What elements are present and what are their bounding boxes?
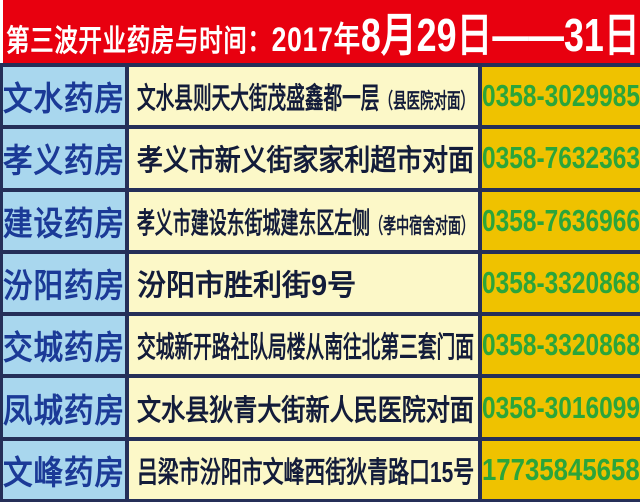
pharmacy-phone: 0358-3029985 — [482, 78, 640, 114]
pharmacy-phone: 0358-7636966 — [482, 202, 640, 238]
pharmacy-name-cell: 孝义药房 — [3, 129, 125, 188]
pharmacy-phone-cell: 0358-3320868 — [482, 316, 640, 375]
address-main: 交城新开路社队局楼从南往北第三套门面 — [137, 332, 475, 365]
pharmacy-phone: 0358-3016099 — [482, 389, 640, 425]
address-main: 孝义市新义街家家利超市对面 — [137, 145, 475, 178]
pharmacy-address: 汾阳市胜利街9号 — [137, 262, 356, 304]
pharmacy-phone: 17735845658 — [482, 451, 640, 487]
address-main: 汾阳市胜利街9号 — [137, 269, 357, 302]
pharmacy-name-cell: 交城药房 — [3, 316, 125, 375]
pharmacy-address-cell: 汾阳市胜利街9号 — [129, 253, 478, 313]
pharmacy-name-cell: 文峰药房 — [3, 440, 125, 499]
address-main: 文水县则天大街茂盛鑫都一层 — [137, 83, 380, 116]
title-year: 2017年 — [271, 20, 361, 59]
pharmacy-name: 建设药房 — [3, 204, 125, 242]
pharmacy-address: 文水县狄青大街新人民医院对面 — [137, 387, 474, 429]
title-prefix: 第三波开业药房与时间： — [6, 24, 272, 58]
title-date-range: 8月29日——31日 — [360, 8, 640, 61]
pharmacy-phone-cell: 0358-3029985 — [482, 67, 640, 126]
pharmacy-address: 交城新开路社队局楼从南往北第三套门面 — [137, 324, 474, 366]
pharmacy-phone: 0358-3320868 — [482, 327, 640, 363]
title-bar: 第三波开业药房与时间：2017年8月29日——31日 — [0, 0, 640, 63]
pharmacy-phone-cell: 0358-7636966 — [482, 191, 640, 250]
address-main: 文水县狄青大街新人民医院对面 — [137, 394, 475, 427]
pharmacy-address-cell: 交城新开路社队局楼从南往北第三套门面 — [129, 316, 478, 375]
pharmacy-name: 凤城药房 — [3, 391, 125, 429]
address-main: 孝义市建设东街城建东区左侧 — [137, 207, 371, 240]
pharmacy-name: 文峰药房 — [3, 453, 125, 491]
pharmacy-name-cell: 汾阳药房 — [3, 253, 125, 313]
pharmacy-phone-cell: 0358-3320868 — [482, 253, 640, 313]
address-note: （县医院对面） — [379, 90, 475, 114]
address-note: （孝中宿舍对面） — [370, 214, 475, 238]
pharmacy-phone: 0358-7632363 — [482, 140, 640, 176]
pharmacy-phone-cell: 0358-7632363 — [482, 129, 640, 188]
pharmacy-phone-cell: 0358-3016099 — [482, 378, 640, 437]
pharmacy-address: 文水县则天大街茂盛鑫都一层（县医院对面） — [137, 75, 474, 117]
pharmacy-address-cell: 孝义市建设东街城建东区左侧（孝中宿舍对面） — [129, 191, 478, 250]
pharmacy-phone: 0358-3320868 — [482, 264, 640, 300]
pharmacy-name: 孝义药房 — [3, 142, 125, 180]
address-main: 吕梁市汾阳市文峰西街狄青路口15号 — [137, 456, 475, 489]
pharmacy-address-cell: 孝义市新义街家家利超市对面 — [129, 129, 478, 188]
pharmacy-address: 吕梁市汾阳市文峰西街狄青路口15号 — [137, 449, 474, 491]
pharmacy-name: 文水药房 — [3, 80, 125, 118]
pharmacy-name: 交城药房 — [3, 329, 125, 367]
pharmacy-address: 孝义市新义街家家利超市对面 — [137, 137, 474, 179]
pharmacy-address-cell: 文水县狄青大街新人民医院对面 — [129, 378, 478, 437]
pharmacy-name-cell: 凤城药房 — [3, 378, 125, 437]
pharmacy-phone-cell: 17735845658 — [482, 440, 640, 499]
pharmacy-name: 汾阳药房 — [3, 266, 125, 304]
pharmacy-table: 文水药房 文水县则天大街茂盛鑫都一层（县医院对面） 0358-3029985 孝… — [0, 63, 640, 502]
pharmacy-address-cell: 文水县则天大街茂盛鑫都一层（县医院对面） — [129, 67, 478, 126]
pharmacy-name-cell: 文水药房 — [3, 67, 125, 126]
pharmacy-address: 孝义市建设东街城建东区左侧（孝中宿舍对面） — [137, 200, 474, 242]
pharmacy-address-cell: 吕梁市汾阳市文峰西街狄青路口15号 — [129, 440, 478, 499]
page-title: 第三波开业药房与时间：2017年8月29日——31日 — [3, 0, 640, 63]
pharmacy-name-cell: 建设药房 — [3, 191, 125, 250]
